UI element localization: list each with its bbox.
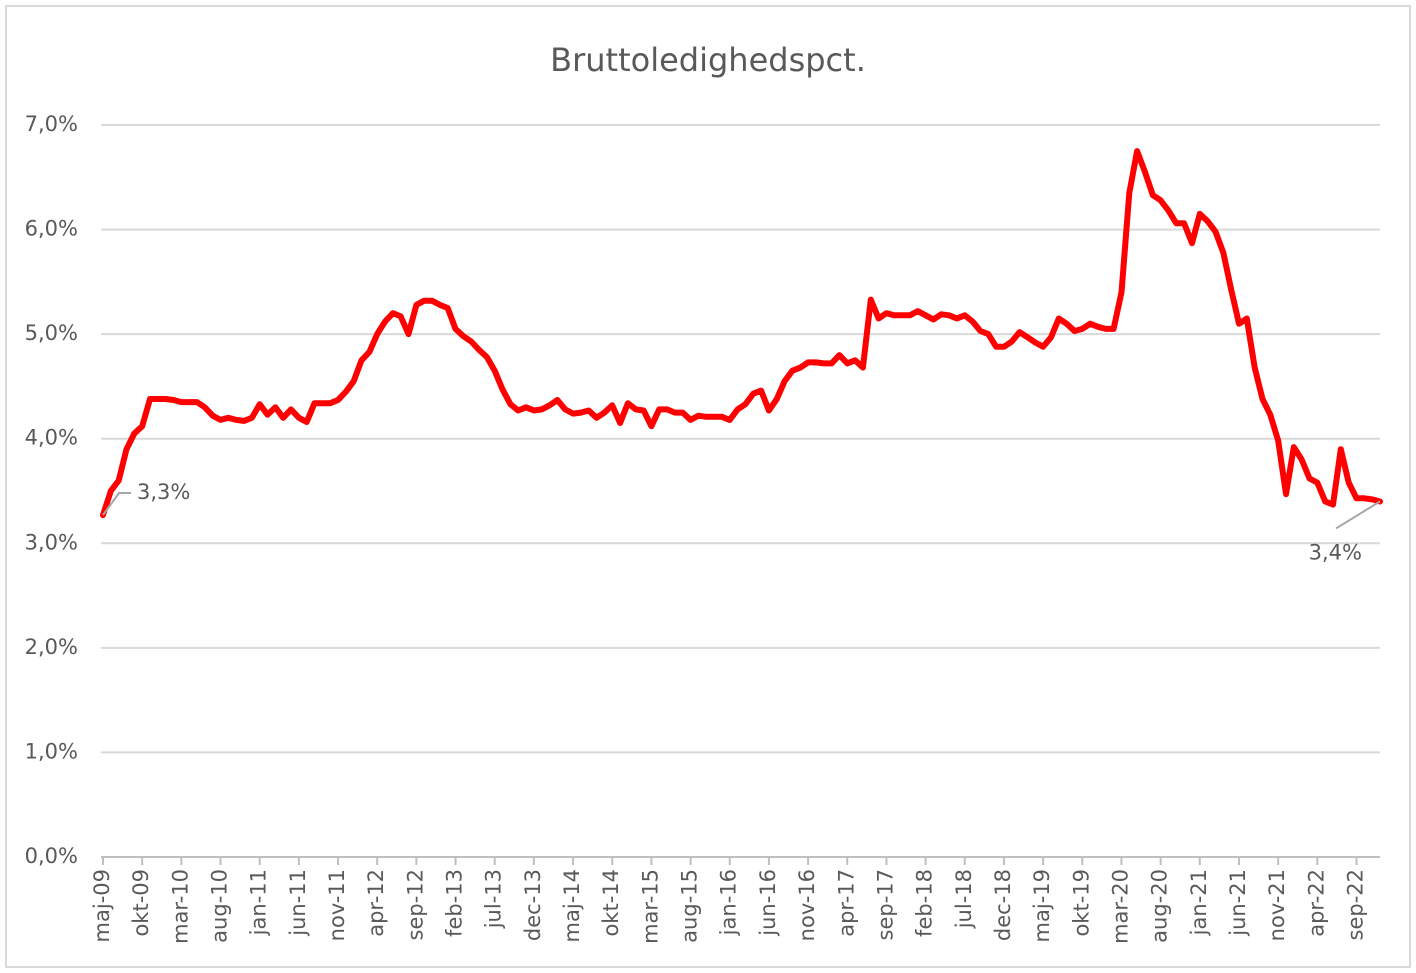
x-tick-label: sep-12 bbox=[403, 869, 427, 941]
x-tick-label: mar-10 bbox=[168, 869, 192, 944]
data-label: 3,3% bbox=[137, 480, 190, 504]
y-tick-label: 5,0% bbox=[25, 321, 78, 345]
chart-title: Bruttoledighedspct. bbox=[550, 41, 866, 79]
x-tick-label: mar-20 bbox=[1108, 869, 1132, 944]
x-tick-label: nov-21 bbox=[1265, 869, 1289, 941]
x-tick-label: jan-21 bbox=[1187, 869, 1211, 936]
x-tick-label: apr-12 bbox=[364, 869, 388, 937]
x-tick-label: nov-11 bbox=[325, 869, 349, 941]
x-tick-label: jul-13 bbox=[482, 869, 506, 929]
x-tick-label: maj-14 bbox=[560, 869, 584, 942]
x-tick-label: maj-19 bbox=[1030, 869, 1054, 942]
y-tick-label: 6,0% bbox=[25, 217, 78, 241]
x-tick-label: sep-17 bbox=[873, 869, 897, 941]
x-tick-label: jul-18 bbox=[952, 869, 976, 929]
x-tick-label: apr-17 bbox=[834, 869, 858, 937]
x-tick-label: jan-11 bbox=[247, 869, 271, 936]
x-tick-label: aug-20 bbox=[1148, 869, 1172, 943]
x-tick-label: aug-10 bbox=[208, 869, 232, 943]
chart-border bbox=[5, 5, 1411, 968]
x-tick-label: okt-14 bbox=[599, 869, 623, 937]
x-tick-label: aug-15 bbox=[678, 869, 702, 943]
y-tick-label: 2,0% bbox=[25, 635, 78, 659]
x-tick-label: okt-19 bbox=[1069, 869, 1093, 937]
leader-line bbox=[1335, 500, 1381, 530]
x-tick-label: jun-21 bbox=[1226, 869, 1250, 937]
x-tick-label: feb-13 bbox=[443, 869, 467, 937]
y-tick-label: 7,0% bbox=[25, 112, 78, 136]
leader-line bbox=[102, 492, 131, 516]
y-tick-label: 0,0% bbox=[25, 844, 78, 868]
x-tick-label: dec-18 bbox=[991, 869, 1015, 941]
x-tick-label: maj-09 bbox=[90, 869, 114, 942]
x-tick-label: jan-16 bbox=[717, 869, 741, 936]
x-tick-label: jun-16 bbox=[756, 869, 780, 937]
x-tick-label: okt-09 bbox=[129, 869, 153, 937]
x-tick-label: jun-11 bbox=[286, 869, 310, 937]
x-tick-label: mar-15 bbox=[638, 869, 662, 944]
line bbox=[100, 148, 1383, 519]
x-tick-label: apr-22 bbox=[1304, 869, 1328, 937]
x-tick-label: feb-18 bbox=[913, 869, 937, 937]
y-tick-label: 4,0% bbox=[25, 426, 78, 450]
x-tick-label: dec-13 bbox=[521, 869, 545, 941]
data-label: 3,4% bbox=[1309, 540, 1362, 564]
x-tick-label: nov-16 bbox=[795, 869, 819, 941]
y-tick-label: 3,0% bbox=[25, 530, 78, 554]
y-tick-label: 1,0% bbox=[25, 739, 78, 763]
x-tick-label: sep-22 bbox=[1343, 869, 1367, 941]
